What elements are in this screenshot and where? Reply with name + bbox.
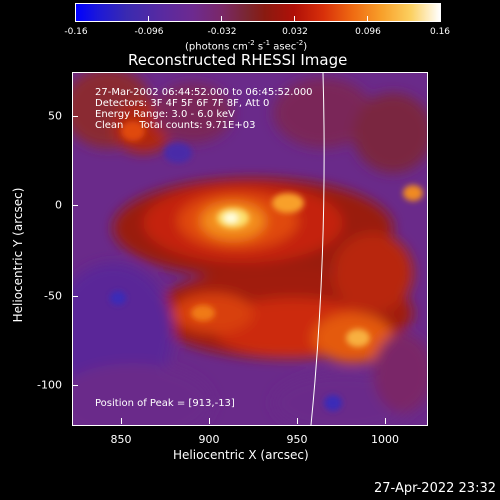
- info-line: Detectors: 3F 4F 5F 6F 7F 8F, Att 0: [95, 98, 270, 109]
- info-line: 27-Mar-2002 06:44:52.000 to 06:45:52.000: [95, 87, 313, 98]
- colorbar-tick-mark: [75, 16, 76, 21]
- y-tick-label: -100: [37, 378, 62, 392]
- x-tick-label: 850: [110, 433, 132, 446]
- y-axis-label: Heliocentric Y (arcsec): [11, 187, 25, 323]
- colorbar-tick-label: 0.096: [355, 27, 381, 37]
- colorbar-tick-mark: [148, 16, 149, 21]
- info-line: Clean Total counts: 9.71E+03: [95, 120, 256, 131]
- colorbar-tick-label: -0.032: [207, 27, 237, 37]
- x-tick-label: 900: [198, 433, 220, 446]
- x-tick-mark: [385, 418, 386, 424]
- x-tick-label: 950: [286, 433, 308, 446]
- y-tick-label: -50: [44, 289, 62, 303]
- x-tick-label: 1000: [371, 433, 399, 446]
- colorbar-units: (photons cm-2 s-1 asec-2): [185, 39, 307, 52]
- x-axis-label: Heliocentric X (arcsec): [173, 448, 309, 462]
- units-part: s: [254, 41, 264, 53]
- colorbar-tick-mark: [367, 16, 368, 21]
- units-exponent: -1: [263, 39, 271, 47]
- x-tick-mark: [121, 418, 122, 424]
- y-tick-mark: [72, 385, 78, 386]
- plot-title: Reconstructed RHESSI Image: [128, 51, 348, 69]
- colorbar-tick-label: -0.16: [64, 27, 88, 37]
- colorbar-tick-label: -0.096: [134, 27, 164, 37]
- y-tick-mark: [72, 116, 78, 117]
- colorbar-tick-mark: [440, 16, 441, 21]
- units-exponent: -2: [247, 39, 255, 47]
- colorbar-tick-label: 0.032: [282, 27, 308, 37]
- solar-limb-line: [310, 73, 325, 425]
- colorbar: [75, 3, 441, 22]
- units-part: (photons cm: [185, 41, 248, 53]
- y-tick-label: 0: [55, 198, 62, 212]
- x-tick-mark: [209, 418, 210, 424]
- image-canvas: [73, 73, 427, 425]
- x-tick-mark: [297, 418, 298, 424]
- colorbar-tick-mark: [221, 16, 222, 21]
- y-tick-label: 50: [48, 109, 62, 123]
- units-part: ): [303, 41, 308, 53]
- peak-position-label: Position of Peak = [913,-13]: [95, 398, 235, 409]
- colorbar-tick-label: 0.16: [429, 27, 451, 37]
- colorbar-tick-mark: [294, 16, 295, 21]
- units-exponent: -2: [296, 39, 304, 47]
- y-tick-mark: [72, 205, 78, 206]
- date-stamp: 27-Apr-2022 23:32: [374, 481, 496, 496]
- rhessi-image: 27-Mar-2002 06:44:52.000 to 06:45:52.000…: [72, 72, 428, 426]
- info-line: Energy Range: 3.0 - 6.0 keV: [95, 109, 235, 120]
- units-part: asec: [270, 41, 297, 53]
- y-tick-mark: [72, 296, 78, 297]
